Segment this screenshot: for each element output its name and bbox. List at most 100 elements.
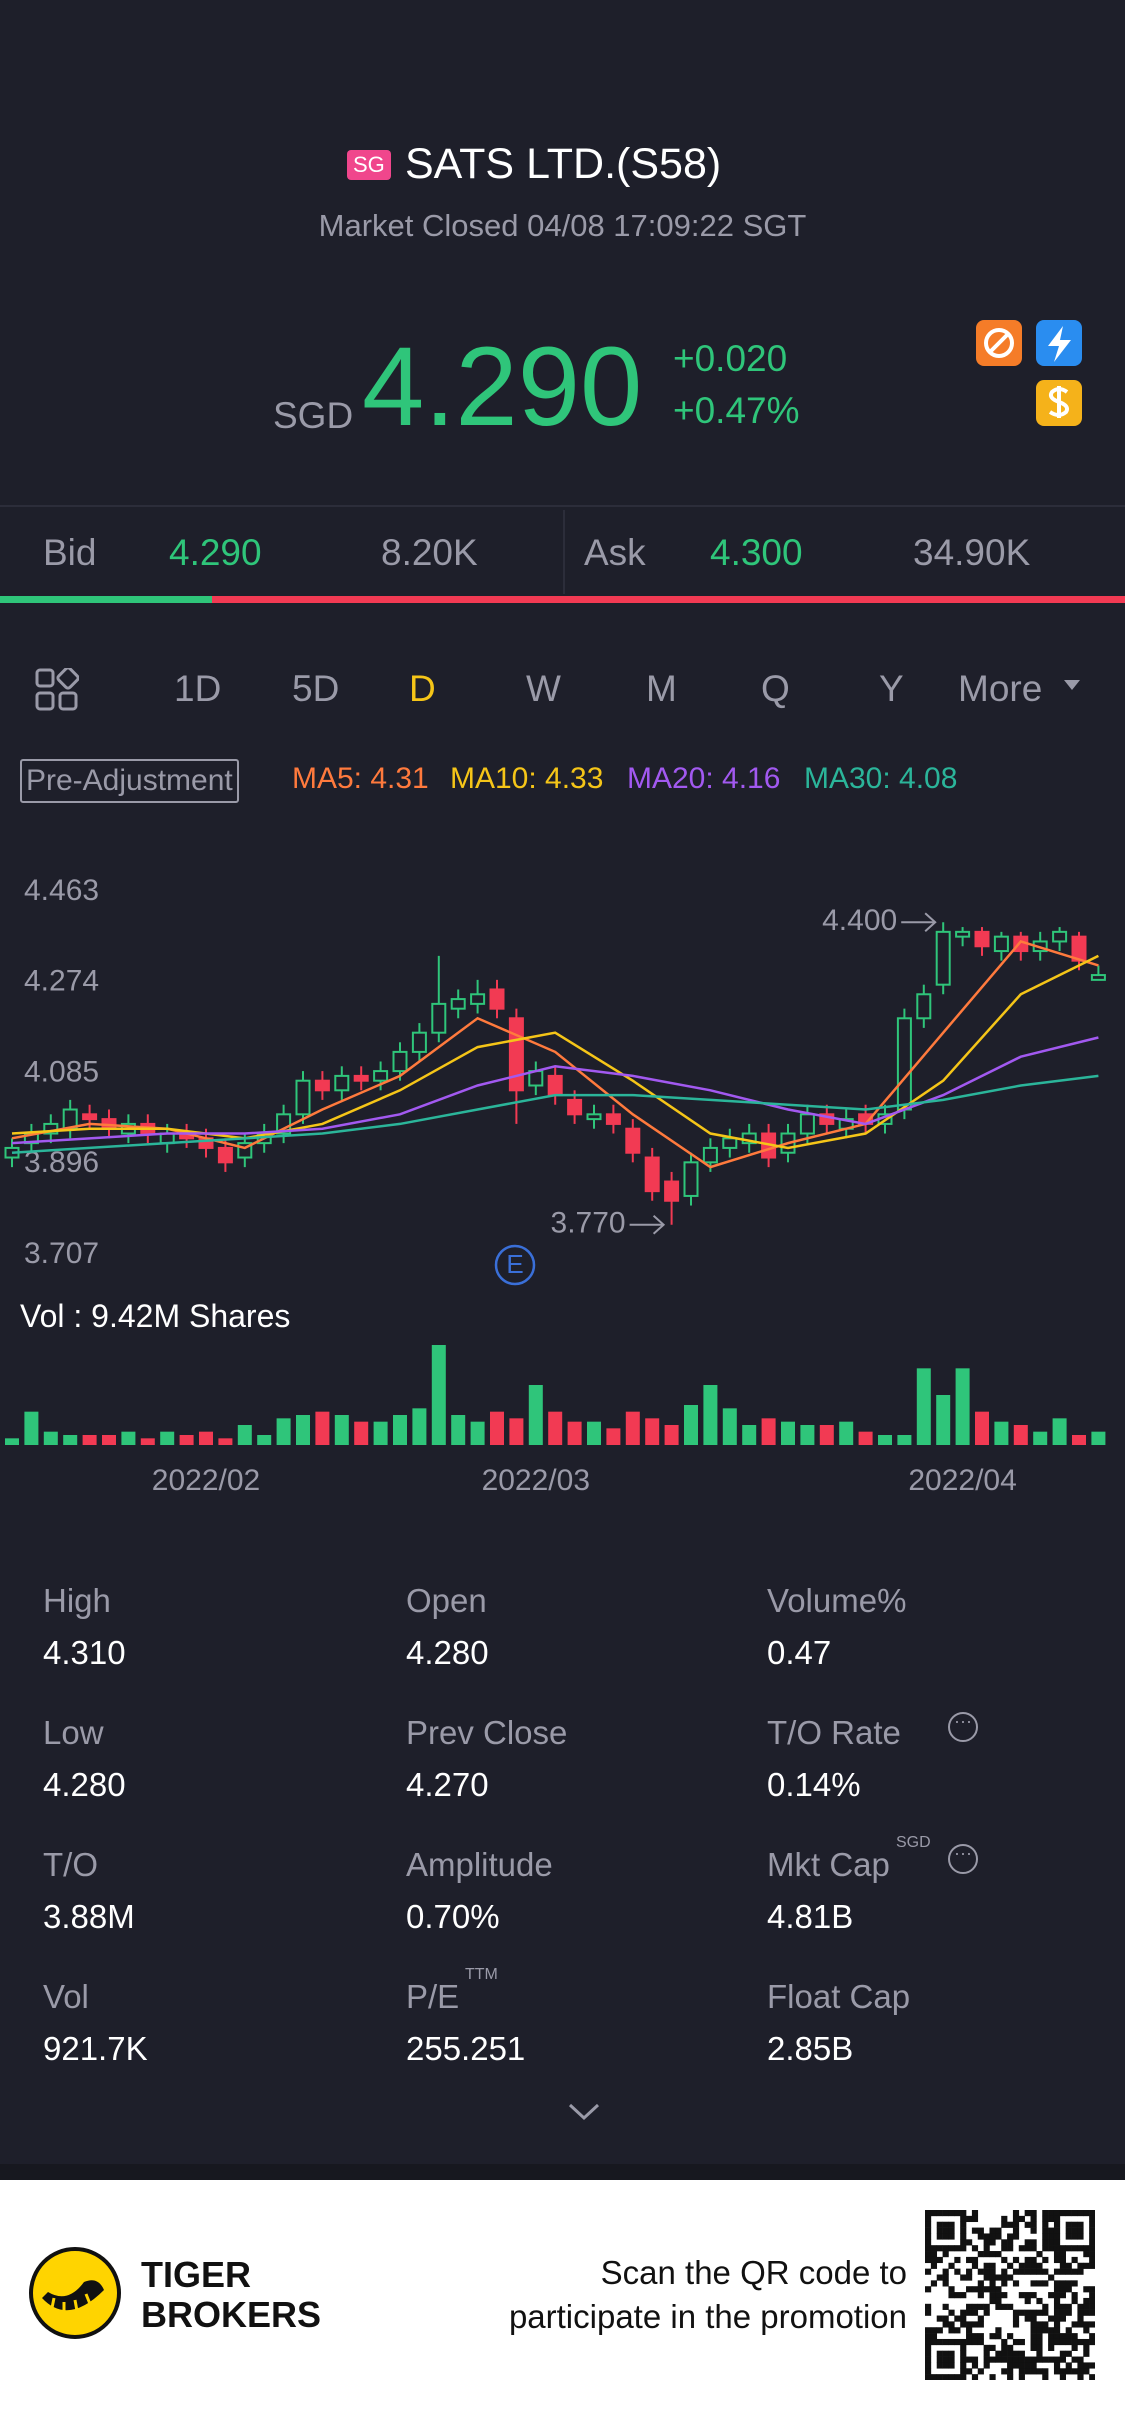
qr-cell bbox=[1089, 2221, 1095, 2228]
ask-ratio-bar bbox=[212, 596, 1125, 603]
period-tab[interactable]: Y bbox=[879, 668, 904, 709]
qr-cell bbox=[1089, 2286, 1095, 2293]
qr-cell bbox=[1001, 2280, 1008, 2287]
period-tab[interactable]: W bbox=[526, 668, 561, 709]
qr-cell bbox=[1001, 2292, 1008, 2299]
qr-cell bbox=[971, 2286, 979, 2293]
volume-bar bbox=[645, 1418, 660, 1445]
qr-cell bbox=[1077, 2362, 1084, 2369]
period-tab[interactable]: 5D bbox=[292, 668, 340, 709]
brand-name: TIGER bbox=[141, 2254, 252, 2295]
qr-cell bbox=[925, 2356, 932, 2363]
qr-cell bbox=[971, 2256, 979, 2264]
layout-icon[interactable] bbox=[35, 668, 79, 712]
qr-cell bbox=[1036, 2356, 1043, 2363]
stat-value: 4.280 bbox=[43, 1766, 126, 1803]
qr-cell bbox=[1059, 2303, 1066, 2310]
adjustment-button[interactable]: Pre-Adjustment bbox=[20, 759, 239, 803]
qr-cell bbox=[942, 2251, 949, 2258]
qr-cell bbox=[925, 2215, 932, 2223]
volume-bar bbox=[470, 1421, 485, 1445]
volume-bar bbox=[761, 1418, 776, 1445]
qr-cell bbox=[977, 2368, 984, 2375]
volume-bar bbox=[567, 1421, 582, 1445]
qr-cell bbox=[1071, 2256, 1078, 2264]
qr-cell bbox=[1071, 2233, 1078, 2240]
qr-cell bbox=[1053, 2227, 1061, 2234]
qr-cell bbox=[966, 2333, 973, 2340]
qr-cell bbox=[995, 2251, 1002, 2258]
qr-cell bbox=[989, 2268, 996, 2275]
qr-cell bbox=[977, 2315, 984, 2322]
stat-superscript: TTM bbox=[465, 1966, 498, 1983]
qr-cell bbox=[936, 2356, 943, 2363]
info-icon[interactable]: ··· bbox=[948, 1844, 978, 1874]
qr-cell bbox=[1007, 2356, 1014, 2363]
qr-cell bbox=[1053, 2303, 1061, 2310]
qr-cell bbox=[1042, 2245, 1049, 2252]
qr-cell bbox=[930, 2262, 938, 2269]
info-icon[interactable]: ··· bbox=[948, 1712, 978, 1742]
qr-cell bbox=[948, 2286, 955, 2293]
qr-cell bbox=[1071, 2268, 1078, 2275]
qr-cell bbox=[983, 2251, 990, 2258]
qr-cell bbox=[1059, 2368, 1066, 2375]
candle-body bbox=[625, 1127, 641, 1154]
qr-cell bbox=[1036, 2327, 1043, 2334]
period-tab[interactable]: Q bbox=[761, 668, 790, 709]
qr-cell bbox=[925, 2309, 932, 2316]
volume-bar bbox=[82, 1435, 97, 1445]
qr-cell bbox=[966, 2321, 973, 2328]
qr-cell bbox=[1018, 2245, 1025, 2252]
candle-body bbox=[314, 1079, 330, 1092]
qr-cell bbox=[1030, 2309, 1037, 2316]
candle-body bbox=[702, 1146, 718, 1164]
qr-cell bbox=[954, 2374, 961, 2380]
qr-cell bbox=[942, 2374, 949, 2380]
period-tab[interactable]: More bbox=[958, 668, 1043, 709]
qr-cell bbox=[1089, 2338, 1095, 2346]
qr-cell bbox=[1077, 2268, 1084, 2275]
qr-cell bbox=[948, 2262, 955, 2269]
period-tab[interactable]: D bbox=[409, 668, 436, 709]
qr-cell bbox=[971, 2303, 979, 2310]
candle-body bbox=[547, 1074, 563, 1097]
qr-cell bbox=[954, 2256, 961, 2264]
qr-cell bbox=[1024, 2245, 1031, 2252]
volume-bar bbox=[199, 1431, 213, 1445]
x-tick-label: 2022/02 bbox=[152, 1464, 260, 1497]
qr-cell bbox=[989, 2227, 996, 2234]
period-tab[interactable]: M bbox=[646, 668, 677, 709]
qr-cell bbox=[960, 2233, 967, 2240]
qr-cell bbox=[954, 2268, 961, 2275]
qr-cell bbox=[948, 2233, 955, 2240]
qr-cell bbox=[1059, 2210, 1066, 2217]
qr-cell bbox=[1036, 2321, 1043, 2328]
qr-cell bbox=[948, 2356, 955, 2363]
qr-cell bbox=[1053, 2280, 1061, 2287]
qr-cell bbox=[1083, 2245, 1090, 2252]
bid-label: Bid bbox=[43, 532, 97, 573]
qr-cell bbox=[1030, 2368, 1037, 2375]
qr-cell bbox=[1077, 2221, 1084, 2228]
volume-bar bbox=[5, 1438, 19, 1445]
qr-cell bbox=[1030, 2292, 1037, 2299]
candle-body bbox=[82, 1113, 98, 1121]
qr-cell bbox=[1036, 2262, 1043, 2269]
qr-cell bbox=[1071, 2297, 1078, 2305]
expand-chevron[interactable] bbox=[566, 2100, 602, 2124]
qr-cell bbox=[942, 2280, 949, 2287]
qr-cell bbox=[1007, 2333, 1014, 2340]
y-tick-label: 4.274 bbox=[24, 965, 99, 998]
qr-cell bbox=[1077, 2227, 1084, 2234]
tiger-logo bbox=[29, 2247, 121, 2339]
volume-bar bbox=[334, 1415, 349, 1445]
period-tab[interactable]: 1D bbox=[174, 668, 222, 709]
qr-cell bbox=[1007, 2344, 1014, 2351]
qr-cell bbox=[977, 2227, 984, 2234]
stat-value: 0.47 bbox=[767, 1634, 832, 1671]
promo-text: Scan the QR code to bbox=[600, 2254, 907, 2291]
qr-cell bbox=[948, 2221, 955, 2228]
stat-superscript: SGD bbox=[896, 1834, 931, 1851]
volume-bar bbox=[975, 1411, 989, 1445]
